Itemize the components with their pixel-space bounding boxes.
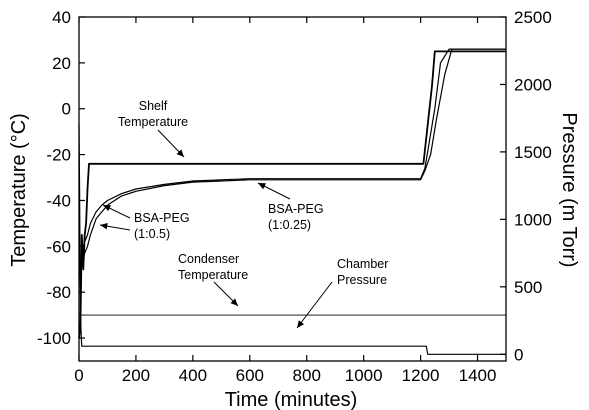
series-group [78, 48, 506, 355]
left-y-axis-title: Temperature (°C) [8, 113, 30, 267]
annotation-condenser-temperature-line2: Temperature [178, 268, 248, 282]
right-y-tick-label: 1000 [514, 210, 552, 229]
left-y-axis: 40 20 0 -20 -40 -60 -80 -100 [37, 8, 85, 348]
x-tick-label: 800 [293, 366, 321, 385]
annotation-bsa-peg-1-0.5-line1: BSA-PEG [134, 211, 190, 225]
x-tick-label: 0 [74, 366, 83, 385]
series-chamber-pressure [78, 124, 506, 355]
annotation-chamber-pressure-line2: Pressure [337, 273, 387, 287]
annotation-shelf-temperature-line1: Shelf [139, 99, 168, 113]
left-y-tick-label: -100 [37, 329, 71, 348]
right-y-axis-title: Pressure (m Torr) [558, 112, 580, 267]
arrow-bsa-peg-1-0.25-head [258, 183, 266, 190]
x-tick-label: 600 [236, 366, 264, 385]
right-y-axis: 2500 2000 1500 1000 500 0 [500, 8, 552, 364]
right-y-tick-label: 0 [514, 345, 523, 364]
series-shelf-temperature [78, 50, 506, 339]
annotation-bsa-peg-1-0.5-line2: (1:0.5) [134, 227, 170, 241]
left-y-tick-label: 20 [52, 54, 71, 73]
left-y-tick-label: -40 [46, 191, 71, 210]
arrow-bsa-peg-1-0.5-b-head [100, 223, 108, 230]
arrow-chamber-pressure-head [297, 320, 304, 328]
series-bsa-peg-1-0.25 [81, 48, 506, 265]
annotation-condenser-temperature-line1: Condenser [178, 252, 239, 266]
left-y-tick-label: -20 [46, 146, 71, 165]
annotation-shelf-temperature-line2: Temperature [118, 115, 188, 129]
arrow-chamber-pressure [296, 281, 333, 329]
x-axis: 0 200 400 600 800 1000 1200 1400 [74, 17, 496, 385]
right-y-tick-label: 500 [514, 278, 542, 297]
plot-frame [78, 16, 507, 362]
arrow-bsa-peg-1-0.5-head [103, 205, 111, 212]
annotation-bsa-peg-1-0.25-line1: BSA-PEG [268, 202, 324, 216]
arrow-condenser-temperature-head [230, 298, 238, 306]
x-tick-label: 1000 [345, 366, 383, 385]
arrow-shelf-temperature-head [176, 149, 184, 157]
right-y-tick-label: 2500 [514, 8, 552, 27]
left-y-tick-label: 40 [52, 8, 71, 27]
x-tick-label: 1200 [402, 366, 440, 385]
x-tick-label: 400 [179, 366, 207, 385]
annotation-bsa-peg-1-0.25-line2: (1:0.25) [268, 218, 311, 232]
x-tick-label: 1400 [459, 366, 497, 385]
annotation-arrows [99, 129, 333, 329]
left-y-tick-label: 0 [62, 100, 71, 119]
series-bsa-peg-1-0.5 [81, 48, 506, 252]
x-axis-title: Time (minutes) [225, 389, 358, 410]
left-y-tick-label: -60 [46, 237, 71, 256]
annotation-chamber-pressure-line1: Chamber [337, 257, 388, 271]
left-y-tick-label: -80 [46, 283, 71, 302]
x-tick-label: 200 [122, 366, 150, 385]
right-y-tick-label: 2000 [514, 75, 552, 94]
right-y-tick-label: 1500 [514, 143, 552, 162]
